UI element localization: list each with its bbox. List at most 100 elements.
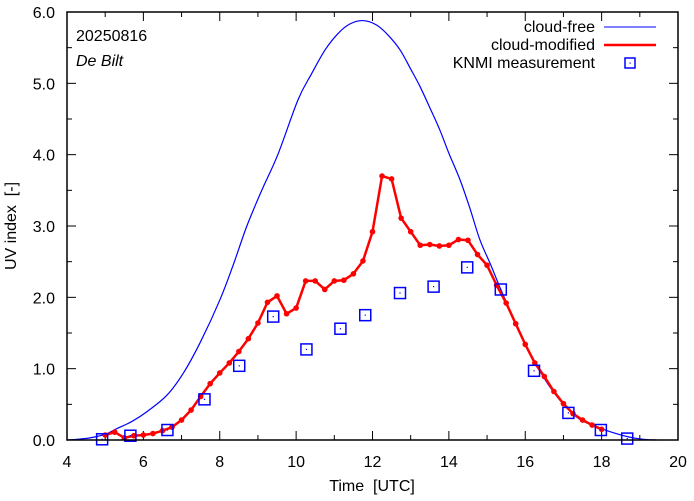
measurement-point (198, 393, 211, 406)
cloud-modified-point (150, 430, 156, 437)
x-tick-label: 14 (440, 454, 458, 471)
cloud-modified-point (321, 286, 328, 293)
measurement-marker-dot (364, 314, 366, 316)
legend-label-cloud-modified: cloud-modified (491, 37, 595, 54)
cloud-modified-point (589, 422, 595, 428)
measurement-marker-dot (203, 398, 206, 400)
measurement-point (527, 364, 541, 378)
measurement-point (562, 406, 575, 420)
measurement-point (427, 280, 440, 293)
measurement-marker-dot (567, 412, 570, 414)
cloud-modified-point (560, 400, 567, 407)
legend: cloud-free cloud-modified KNMI measureme… (453, 19, 656, 72)
location-annotation: De Bilt (76, 53, 124, 70)
measurement-marker-dot (272, 315, 274, 318)
cloud-modified-point (312, 278, 319, 284)
measurement-point (460, 261, 474, 274)
cloud-modified-point (398, 215, 404, 221)
cloud-modified-point (465, 237, 471, 244)
x-tick-label: 18 (593, 454, 611, 471)
measurement-point (334, 322, 347, 335)
cloud-modified-point (417, 242, 424, 249)
measurement-marker-dot (166, 429, 169, 431)
cloud-modified-point (407, 228, 414, 235)
y-axis-title: UV index [-] (3, 182, 20, 270)
cloud-modified-point (226, 360, 233, 366)
cloud-modified-point (531, 360, 538, 366)
series-cloud-modified-line (104, 174, 603, 440)
cloud-modified-point (474, 251, 481, 258)
axis-ticks (66, 11, 679, 441)
y-tick-label: 4.0 (33, 148, 55, 165)
cloud-modified-point (264, 299, 271, 306)
cloud-modified-point (360, 258, 366, 264)
measurement-marker-square (594, 423, 608, 437)
x-tick-label: 6 (139, 454, 148, 471)
measurement-point (594, 423, 608, 437)
cloud-modified-point (341, 277, 347, 284)
measurement-point (620, 432, 634, 445)
y-tick-label: 0.0 (33, 433, 55, 450)
measurement-marker-square (161, 423, 174, 437)
x-tick-label: 10 (287, 454, 305, 471)
y-tick-label: 6.0 (33, 5, 55, 22)
cloud-modified-point (522, 341, 529, 348)
x-tick-label: 4 (63, 454, 72, 471)
measurement-point (393, 286, 407, 300)
cloud-modified-point (255, 320, 261, 326)
measurement-marker-dot (433, 286, 435, 288)
x-tick-label: 8 (215, 454, 224, 471)
cloud-modified-point (207, 380, 214, 387)
cloud-modified-point (484, 262, 490, 269)
cloud-modified-point (140, 432, 147, 438)
cloud-modified-point (446, 242, 452, 249)
measurement-marker-dot (399, 292, 401, 294)
cloud-modified-point (245, 335, 252, 342)
cloud-modified-point (111, 429, 118, 435)
cloud-modified-point (216, 370, 223, 376)
measurement-point (161, 423, 174, 437)
measurement-point (266, 310, 280, 323)
measurement-marker-square (300, 343, 313, 356)
cloud-modified-point (236, 348, 242, 355)
cloud-modified-point (579, 417, 586, 423)
x-tick-label: 20 (669, 454, 687, 471)
y-tick-label: 5.0 (33, 76, 55, 93)
cloud-modified-point (512, 320, 519, 327)
cloud-modified-point (436, 243, 443, 249)
measurement-marker-dot (626, 437, 628, 440)
cloud-modified-point (178, 417, 185, 423)
measurement-marker-square (334, 322, 347, 335)
measurement-marker-square (232, 359, 246, 373)
x-tick-label: 12 (364, 454, 382, 471)
measurement-point (232, 359, 246, 373)
measurement-point (300, 343, 313, 356)
cloud-modified-point (293, 305, 299, 311)
plot-frame (66, 11, 679, 441)
cloud-modified-point (379, 173, 385, 179)
measurement-marker-square (427, 280, 440, 293)
measurement-marker-dot (305, 348, 308, 351)
measurement-marker-dot (500, 288, 502, 291)
cloud-modified-point (350, 270, 357, 277)
measurement-marker-square (460, 261, 474, 274)
legend-label-cloud-free: cloud-free (524, 19, 595, 36)
measurement-marker-dot (466, 266, 468, 268)
series-layer (66, 19, 657, 446)
cloud-modified-point (426, 241, 433, 248)
y-tick-label: 2.0 (33, 290, 55, 307)
cloud-modified-point (283, 310, 290, 317)
cloud-modified-point (503, 300, 509, 306)
measurement-marker-dot (238, 365, 240, 367)
cloud-modified-point (551, 388, 557, 395)
measurement-point (124, 429, 137, 442)
measurement-marker-square (527, 364, 541, 378)
legend-label-measurement: KNMI measurement (453, 55, 596, 72)
measurement-marker-dot (600, 429, 602, 431)
measurement-marker-dot (533, 370, 535, 372)
measurement-marker-dot (339, 328, 342, 330)
measurement-marker-square (494, 283, 508, 296)
measurement-marker-square (266, 310, 280, 323)
y-tick-label: 1.0 (33, 362, 55, 379)
date-annotation: 20250816 (76, 28, 147, 45)
